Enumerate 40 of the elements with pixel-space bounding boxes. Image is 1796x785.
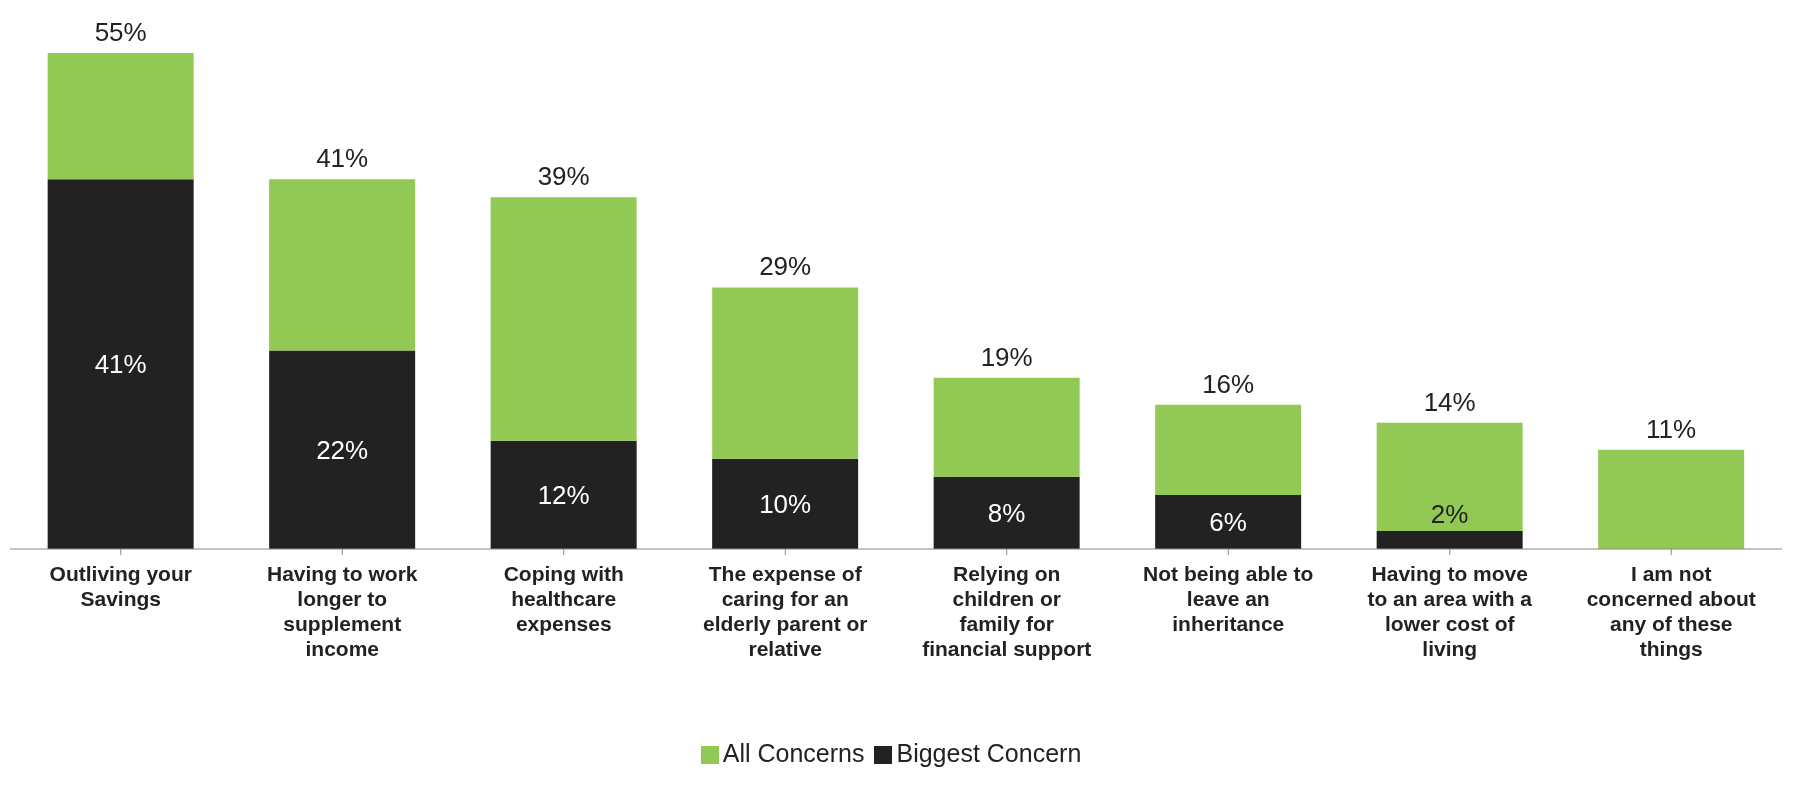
data-label: 6% bbox=[1209, 506, 1247, 537]
x-tick-label: Coping with healthcare expenses bbox=[503, 562, 624, 635]
x-tick-label: Not being able to leave an inheritance bbox=[1143, 562, 1314, 635]
total-label: 16% bbox=[1202, 368, 1255, 399]
bar bbox=[1155, 494, 1302, 549]
bar bbox=[933, 476, 1080, 549]
bar bbox=[712, 458, 859, 549]
data-label: 8% bbox=[987, 497, 1026, 528]
bar bbox=[1376, 422, 1523, 531]
bar bbox=[47, 179, 194, 549]
x-tick-label: Relying on children or family for financial support bbox=[922, 562, 1092, 660]
total-label: 11% bbox=[1646, 413, 1697, 444]
x-tick-label: Having to move to an area with a lower cost of living bbox=[1367, 562, 1533, 660]
data-label: 12% bbox=[537, 479, 590, 510]
data-label: 22% bbox=[316, 434, 369, 465]
data-label: 41% bbox=[94, 349, 147, 380]
bar bbox=[1598, 449, 1745, 549]
total-label: 14% bbox=[1423, 386, 1476, 417]
data-label: 10% bbox=[759, 488, 812, 519]
bar bbox=[490, 440, 637, 549]
bar bbox=[269, 350, 416, 549]
bar bbox=[1155, 404, 1302, 495]
x-tick-label: Having to work longer to supplement income bbox=[266, 562, 418, 660]
bar bbox=[47, 53, 194, 180]
bar bbox=[712, 287, 859, 459]
total-label: 55% bbox=[94, 17, 147, 47]
legend-label: All Concerns bbox=[722, 739, 865, 767]
x-tick-label: The expense of caring for an elderly parent or relative bbox=[702, 562, 868, 660]
x-tick-label: Outliving your Savings bbox=[49, 562, 192, 610]
x-tick-label: I am not concerned about any of these things bbox=[1586, 562, 1756, 660]
bar bbox=[933, 377, 1080, 477]
bar bbox=[490, 197, 637, 441]
legend-label: Biggest Concern bbox=[896, 739, 1082, 767]
bar bbox=[1376, 530, 1523, 549]
total-label: 41% bbox=[316, 143, 369, 174]
total-label: 29% bbox=[759, 251, 812, 282]
total-label: 19% bbox=[980, 341, 1033, 372]
total-label: 39% bbox=[537, 161, 590, 192]
data-label: 2% bbox=[1430, 498, 1469, 529]
bar bbox=[269, 179, 416, 351]
